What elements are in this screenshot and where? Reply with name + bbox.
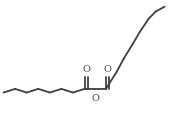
Text: O: O [104, 65, 111, 74]
Text: O: O [82, 65, 90, 74]
Text: O: O [91, 94, 99, 103]
